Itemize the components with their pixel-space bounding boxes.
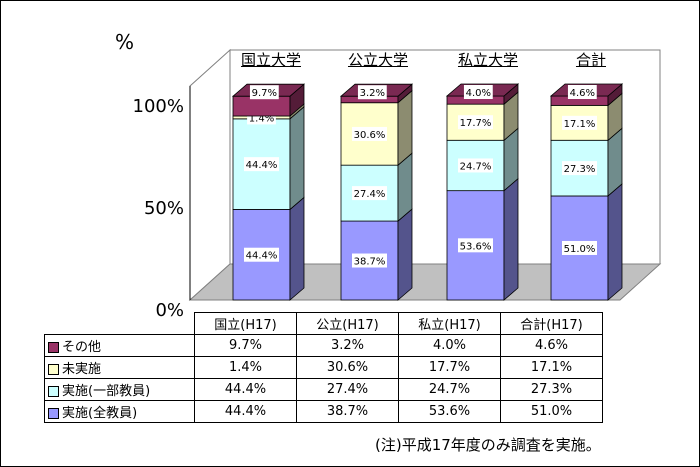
table-header: 公立(H17) — [296, 312, 399, 335]
side-wall — [189, 48, 231, 302]
table-row-other: その他 9.7% 3.2% 4.0% 4.6% — [44, 334, 603, 357]
table-cell: 27.3% — [500, 378, 603, 401]
data-label-bg — [562, 115, 597, 130]
table-header-row: 国立(H17) 公立(H17) 私立(H17) 合計(H17) — [44, 312, 603, 335]
table-cell: 9.7% — [194, 334, 297, 357]
data-label-bg — [458, 115, 493, 130]
table-cell: 27.4% — [296, 378, 399, 401]
data-label: 1.4% — [249, 113, 274, 124]
table-header: 合計(H17) — [500, 312, 603, 335]
data-label-bg — [562, 161, 597, 176]
bar-segment-side — [397, 89, 413, 167]
data-label-bg — [352, 253, 387, 268]
data-label-bg — [244, 247, 279, 262]
data-label: 4.0% — [466, 88, 491, 99]
legend-item-other: その他 — [44, 334, 195, 357]
table-cell: 30.6% — [296, 356, 399, 379]
bar-segment-side — [289, 105, 305, 211]
category-title-public: 公立大学 — [347, 51, 408, 69]
data-label: 53.6% — [460, 241, 492, 252]
table-cell: 24.7% — [398, 378, 501, 401]
legend-label: 実施(一部教員) — [62, 384, 151, 399]
data-label: 17.1% — [564, 119, 596, 130]
table-cell: 51.0% — [500, 400, 603, 423]
bar-segment-side — [503, 177, 519, 301]
table-cell: 1.4% — [194, 356, 297, 379]
table-row-all: 実施(全教員) 44.4% 38.7% 53.6% 51.0% — [44, 400, 603, 423]
data-label-bg — [458, 158, 493, 173]
legend-item-all: 実施(全教員) — [44, 400, 195, 423]
data-label-bg — [352, 126, 387, 141]
table-row-partial: 実施(一部教員) 44.4% 27.4% 24.7% 27.3% — [44, 378, 603, 401]
data-label-bg — [463, 85, 493, 99]
y-axis-unit: % — [115, 30, 135, 54]
bar-segment-side — [289, 196, 305, 301]
data-label: 51.0% — [564, 244, 596, 255]
legend-label: その他 — [62, 340, 102, 355]
legend-swatch-not-implemented — [48, 364, 59, 375]
data-label: 4.6% — [570, 88, 595, 99]
legend-item-partial: 実施(一部教員) — [44, 378, 195, 401]
category-title-total: 合計 — [575, 51, 606, 69]
data-label: 17.7% — [460, 118, 492, 129]
data-label-bg — [352, 186, 387, 201]
data-label: 30.6% — [354, 130, 386, 141]
table-cell: 4.6% — [500, 334, 603, 357]
table-cell: 53.6% — [398, 400, 501, 423]
data-label: 24.7% — [460, 161, 492, 172]
table-header: 国立(H17) — [194, 312, 297, 335]
table-cell: 17.1% — [500, 356, 603, 379]
data-label: 3.2% — [360, 88, 385, 99]
table-cell: 44.4% — [194, 400, 297, 423]
table-cell: 3.2% — [296, 334, 399, 357]
table-header: 私立(H17) — [398, 312, 501, 335]
legend-swatch-all — [48, 408, 59, 419]
data-label: 27.3% — [564, 164, 596, 175]
legend-label: 未実施 — [62, 362, 102, 377]
table-cell: 4.0% — [398, 334, 501, 357]
data-label-bg — [249, 85, 279, 100]
category-title-national: 国立大学 — [240, 51, 301, 69]
data-label: 44.4% — [246, 160, 278, 171]
table-row-not-implemented: 未実施 1.4% 30.6% 17.7% 17.1% — [44, 356, 603, 379]
data-label: 44.4% — [246, 251, 278, 262]
table-cell: 38.7% — [296, 400, 399, 423]
data-label-bg — [458, 238, 493, 253]
legend-item-not-implemented: 未実施 — [44, 356, 195, 379]
data-label: 27.4% — [354, 189, 386, 200]
data-table: 国立(H17) 公立(H17) 私立(H17) 合計(H17) その他 9.7%… — [44, 312, 603, 423]
data-label-bg — [244, 157, 279, 172]
legend-swatch-other — [48, 342, 59, 353]
data-label: 38.7% — [354, 257, 386, 268]
bar-segment-side — [397, 208, 413, 301]
data-label-bg — [562, 240, 597, 255]
table-corner — [44, 312, 195, 335]
y-tick-100: 100% — [132, 96, 184, 117]
data-label-bg — [357, 85, 387, 100]
legend-swatch-partial — [48, 386, 59, 397]
y-tick-50: 50% — [143, 198, 184, 219]
table-cell: 44.4% — [194, 378, 297, 401]
bar-segment-side — [607, 183, 623, 301]
category-title-private: 私立大学 — [457, 51, 518, 69]
legend-label: 実施(全教員) — [62, 406, 138, 421]
data-label: 9.7% — [252, 88, 277, 99]
footnote: (注)平成17年度のみ調査を実施。 — [375, 436, 601, 454]
table-cell: 17.7% — [398, 356, 501, 379]
data-label-bg — [567, 85, 597, 99]
